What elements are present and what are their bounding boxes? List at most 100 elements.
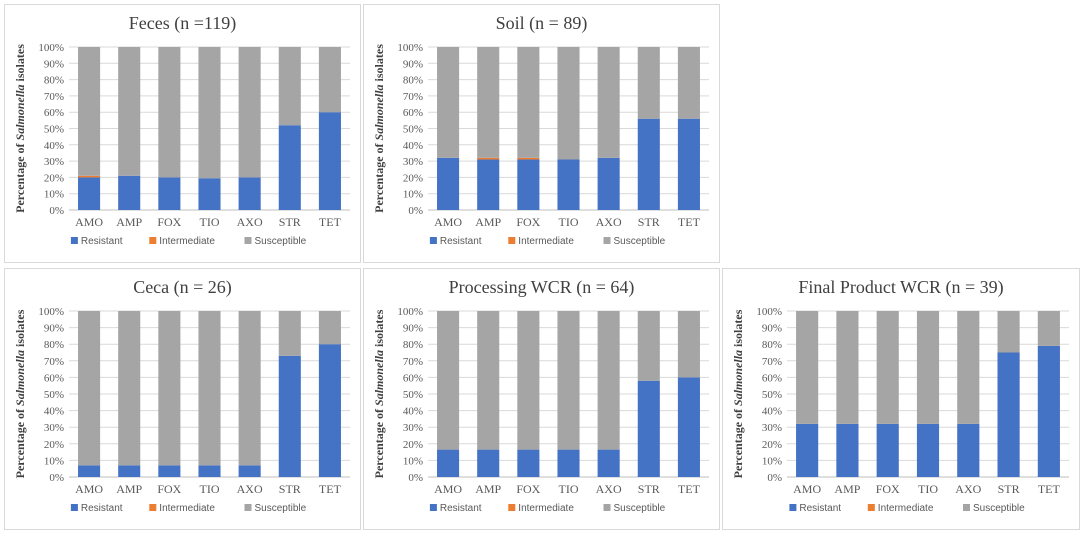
y-axis-label: Percentage of Salmonella isolates (13, 309, 27, 478)
y-tick-label: 30% (44, 422, 64, 434)
bar-susceptible-amp (118, 311, 141, 466)
x-tick-label: STR (279, 482, 301, 496)
y-tick-label: 10% (403, 455, 423, 467)
legend-label-resistant: Resistant (440, 236, 482, 247)
y-tick-label: 20% (762, 439, 782, 451)
bar-resistant-tet (677, 118, 700, 210)
chart-title: Final Product WCR (n = 39) (798, 277, 1003, 298)
chart-title: Processing WCR (n = 64) (449, 277, 635, 298)
bar-resistant-fox (158, 465, 181, 477)
bar-susceptible-str (278, 47, 301, 126)
x-tick-label: AMO (434, 482, 462, 496)
y-axis-label-suffix: isolates (372, 309, 386, 350)
bar-resistant-axo (238, 177, 261, 210)
y-tick-label: 40% (44, 140, 64, 152)
bar-resistant-str (997, 352, 1020, 477)
x-tick-label: TIO (200, 482, 220, 496)
bar-resistant-str (637, 380, 660, 477)
bar-susceptible-amp (477, 311, 500, 450)
legend-label-resistant: Resistant (440, 503, 482, 514)
bar-resistant-tet (318, 112, 341, 210)
bar-susceptible-axo (238, 47, 261, 178)
legend-swatch-intermediate (149, 237, 157, 244)
bar-susceptible-tet (677, 47, 700, 119)
chart-svg: Feces (n =119) 0% 10% 20% 30% 40% 50% 60% 70% 80%… (13, 13, 350, 247)
bar-resistant-tet (1037, 345, 1060, 477)
bar-susceptible-str (278, 311, 301, 356)
bar-resistant-tio (916, 423, 940, 477)
x-tick-label: AMO (75, 482, 103, 496)
y-tick-label: 10% (403, 189, 423, 201)
bar-resistant-tio (557, 449, 580, 477)
x-tick-label: AMO (434, 215, 462, 229)
y-tick-label: 30% (44, 156, 64, 168)
x-tick-label: AXO (237, 482, 263, 496)
y-axis-label-suffix: isolates (13, 44, 27, 85)
legend-label-intermediate: Intermediate (159, 503, 215, 514)
y-tick-label: 30% (762, 422, 782, 434)
bar-resistant-amp (477, 449, 500, 477)
bar-resistant-amo (437, 449, 460, 477)
y-tick-label: 60% (44, 107, 64, 119)
bar-susceptible-tet (677, 311, 700, 378)
y-tick-label: 50% (762, 389, 782, 401)
x-tick-label: AMP (834, 482, 860, 496)
bar-susceptible-str (997, 311, 1020, 353)
y-axis-label-prefix: Percentage of (13, 140, 27, 212)
legend-label-susceptible: Susceptible (614, 236, 666, 247)
bar-resistant-fox (517, 159, 540, 210)
bar-susceptible-amp (118, 47, 141, 176)
y-tick-label: 90% (762, 323, 782, 335)
bar-susceptible-fox (517, 47, 540, 158)
legend-swatch-resistant (70, 504, 78, 511)
chart-svg: Final Product WCR (n = 39) 0% 10% 20% 30% 40%… (731, 277, 1069, 514)
bar-resistant-amo (437, 157, 460, 210)
x-tick-label: FOX (516, 215, 540, 229)
chart-panel-final-product-wcr: Final Product WCR (n = 39) 0% 10% 20% 30% 40%… (722, 268, 1080, 530)
y-tick-label: 0% (408, 472, 423, 484)
bar-susceptible-amo (437, 47, 460, 158)
x-tick-label: AMP (475, 482, 501, 496)
x-tick-label: TIO (200, 215, 220, 229)
bar-susceptible-amo (796, 311, 819, 424)
legend-swatch-susceptible (603, 504, 611, 511)
chart-title: Soil (n = 89) (496, 13, 588, 34)
y-tick-label: 20% (403, 439, 423, 451)
x-tick-label: FOX (157, 215, 181, 229)
chart-title: Ceca (n = 26) (133, 277, 232, 298)
legend-label-intermediate: Intermediate (159, 236, 215, 247)
y-tick-label: 70% (762, 356, 782, 368)
y-tick-label: 40% (403, 406, 423, 418)
y-tick-label: 20% (403, 172, 423, 184)
y-tick-label: 100% (397, 306, 423, 318)
bar-resistant-tet (677, 377, 700, 477)
bar-susceptible-str (637, 311, 660, 381)
chart-panel-soil: Soil (n = 89) 0% 10% 20% 30% 40% 50% 60% 70% 80% 9… (363, 4, 720, 263)
y-tick-label: 60% (762, 372, 782, 384)
y-tick-label: 100% (38, 306, 64, 318)
y-tick-label: 40% (44, 406, 64, 418)
y-axis-label: Percentage of Salmonella isolates (372, 309, 386, 478)
x-tick-label: STR (638, 482, 660, 496)
y-tick-label: 90% (44, 323, 64, 335)
legend-label-intermediate: Intermediate (518, 236, 574, 247)
y-axis-label-suffix: isolates (731, 309, 745, 350)
legend-swatch-resistant (70, 237, 78, 244)
y-tick-label: 30% (403, 156, 423, 168)
chart-panel-feces: Feces (n =119) 0% 10% 20% 30% 40% 50% 60% 70% 80%… (4, 4, 361, 263)
bar-susceptible-axo (597, 311, 620, 450)
y-tick-label: 100% (397, 42, 423, 54)
y-tick-label: 10% (44, 455, 64, 467)
y-tick-label: 50% (44, 389, 64, 401)
legend-swatch-susceptible (244, 237, 252, 244)
y-tick-label: 10% (762, 455, 782, 467)
x-tick-label: AXO (596, 482, 622, 496)
legend-label-susceptible: Susceptible (255, 503, 307, 514)
y-axis-label: Percentage of Salmonella isolates (731, 309, 745, 478)
y-axis-label-prefix: Percentage of (731, 406, 745, 478)
bar-resistant-tio (198, 178, 221, 210)
y-tick-label: 50% (403, 124, 423, 136)
y-tick-label: 50% (44, 124, 64, 136)
y-tick-label: 20% (44, 439, 64, 451)
legend-label-resistant: Resistant (81, 503, 123, 514)
